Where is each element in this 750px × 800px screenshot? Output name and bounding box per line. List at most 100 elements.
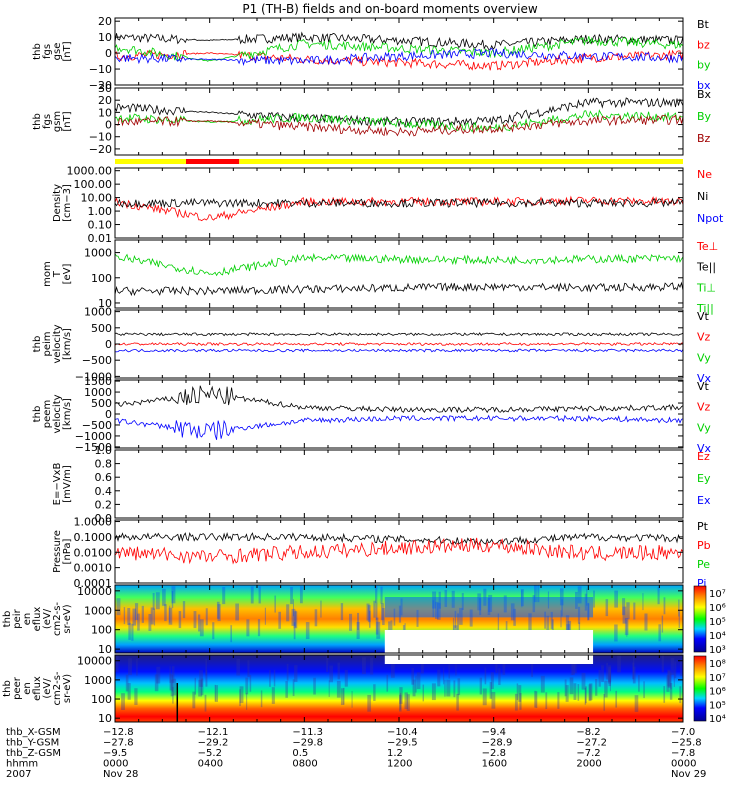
series-line-Vt <box>114 385 684 414</box>
series-line-Te|| <box>114 281 684 297</box>
y-tick-label: 10000 <box>77 585 112 598</box>
series-line-Pt <box>114 531 684 546</box>
spectrogram-gap <box>384 630 594 653</box>
y-tick-label: 20 <box>98 94 112 107</box>
spectrogram-texture <box>420 656 424 674</box>
colorbar-tick-label: 10⁵ <box>709 617 726 628</box>
spectrogram-texture <box>286 604 290 622</box>
colorbar-tick-label: 10⁷ <box>709 673 726 684</box>
spectrogram-texture <box>585 686 587 704</box>
legend-entry: Ti⊥ <box>696 281 716 294</box>
spectrogram-texture <box>550 611 553 629</box>
spectrogram-texture <box>286 663 289 681</box>
spectrogram-texture <box>290 587 293 605</box>
spectrogram-texture <box>565 685 569 702</box>
y-tick-label: −500 <box>82 354 112 367</box>
spectrogram-texture <box>638 674 640 692</box>
legend-entry: Npot <box>697 212 724 225</box>
legend-entry: Te⊥ <box>696 240 718 253</box>
spectrogram-texture <box>598 669 601 687</box>
panel-peir-spectrogram: 10⁷ 10⁶ 10⁵ 10⁴ 10³ 10000 1000 100 10 thb peir en ef… <box>2 584 726 656</box>
spectrogram-texture <box>200 678 204 696</box>
y-tick-label: −1000 <box>75 430 112 443</box>
legend-entry: Pt <box>697 520 709 533</box>
spectrogram-texture <box>123 607 126 625</box>
y-tick-label: 500 <box>91 397 112 410</box>
y-tick-label: 0 <box>105 408 112 421</box>
spectrogram-texture <box>162 588 166 606</box>
legend-entry: Pi <box>697 577 706 590</box>
spectrogram-texture <box>293 611 298 629</box>
series-line-Vx <box>114 414 684 440</box>
panel-temperature: 1000 100 10 mom T [eV] Te⊥ Te|| Ti⊥ Ti|| <box>42 239 718 315</box>
spectrogram-texture <box>390 661 395 678</box>
y-axis-label: [nT] <box>62 111 73 131</box>
legend-entry: Te|| <box>696 261 716 274</box>
spectrogram-texture <box>626 619 628 637</box>
spectrogram-texture <box>534 690 537 708</box>
spectrogram-texture <box>674 661 677 679</box>
axis-row-value: −10.4 <box>387 727 418 738</box>
spectrogram-texture <box>222 587 226 605</box>
y-tick-label: 100 <box>91 272 112 285</box>
panel-frame <box>114 17 684 86</box>
spectrogram-texture <box>489 682 493 699</box>
spectrogram-texture <box>498 668 501 685</box>
spectrogram-texture <box>453 680 456 698</box>
spectrogram-texture <box>141 605 144 623</box>
x-axis-annotation: thb_X-GSM −12.8 −12.1 −11.3 −10.4 −9.4 −8.2 −7.… <box>6 727 706 780</box>
spectrogram-texture <box>344 669 348 687</box>
y-axis-label: E=−VxB <box>52 463 63 506</box>
spectrogram-texture <box>375 586 378 604</box>
y-tick-label: 500 <box>91 322 112 335</box>
spectrogram-texture <box>192 691 196 709</box>
y-axis-label: sr-eV) <box>62 604 73 633</box>
colorbar-tick-label: 10⁶ <box>709 603 726 614</box>
spectrogram-texture <box>173 678 177 696</box>
spectrogram-texture <box>565 615 570 633</box>
spectrogram-texture <box>328 680 330 697</box>
y-tick-label: 0.0 <box>95 512 113 525</box>
spectrogram-texture <box>448 661 450 679</box>
colorbar-tick-label: 10³ <box>709 645 726 656</box>
y-tick-label: 20 <box>98 15 112 28</box>
series-line-Vx <box>115 348 684 353</box>
panel-peer-spectrogram: 10⁸ 10⁷ 10⁶ 10⁵ 10⁴ 10000 1000 100 10 thb peer en ef… <box>2 654 726 725</box>
y-tick-label: −1000 <box>75 370 112 383</box>
spectrogram-texture <box>519 693 522 710</box>
spectrogram-texture <box>589 683 593 701</box>
spectrogram-texture <box>605 599 609 617</box>
spectrogram-texture <box>444 679 446 697</box>
spectrogram-texture <box>156 666 161 684</box>
spectrogram-texture <box>367 694 372 712</box>
spectrogram-texture <box>479 677 482 695</box>
spectrogram-texture <box>679 659 684 676</box>
axis-row-value: −29.5 <box>387 738 418 749</box>
colorbar-tick-label: 10⁷ <box>709 589 726 600</box>
spectrogram-texture <box>670 658 675 675</box>
spectrogram-texture <box>271 687 275 704</box>
spectrogram-texture <box>361 657 366 675</box>
spectrogram-texture <box>357 612 360 630</box>
spectrogram-texture <box>593 590 595 608</box>
y-tick-label: 100 <box>91 693 112 706</box>
spectrogram-texture <box>367 605 371 623</box>
spectrogram-texture <box>573 656 577 674</box>
spectrogram-texture <box>285 681 288 698</box>
spectrogram-texture <box>194 677 196 695</box>
spectrogram-texture <box>643 681 645 699</box>
spectrogram-texture <box>326 655 329 672</box>
y-axis-label: [nT] <box>62 41 73 61</box>
y-axis-label: thb <box>2 611 13 628</box>
axis-row-value: 1600 <box>482 759 507 770</box>
y-tick-label: 10 <box>98 297 112 310</box>
series-line-Ti|| <box>114 252 684 277</box>
y-tick-label: 100 <box>91 624 112 637</box>
y-axis-label: thb <box>2 680 13 697</box>
legend-entry: bx <box>697 79 711 92</box>
spectrogram-texture <box>239 686 244 704</box>
y-axis-label: thb <box>32 113 43 130</box>
spectrogram-texture <box>673 670 675 687</box>
y-tick-label: 1000.00 <box>67 165 113 178</box>
